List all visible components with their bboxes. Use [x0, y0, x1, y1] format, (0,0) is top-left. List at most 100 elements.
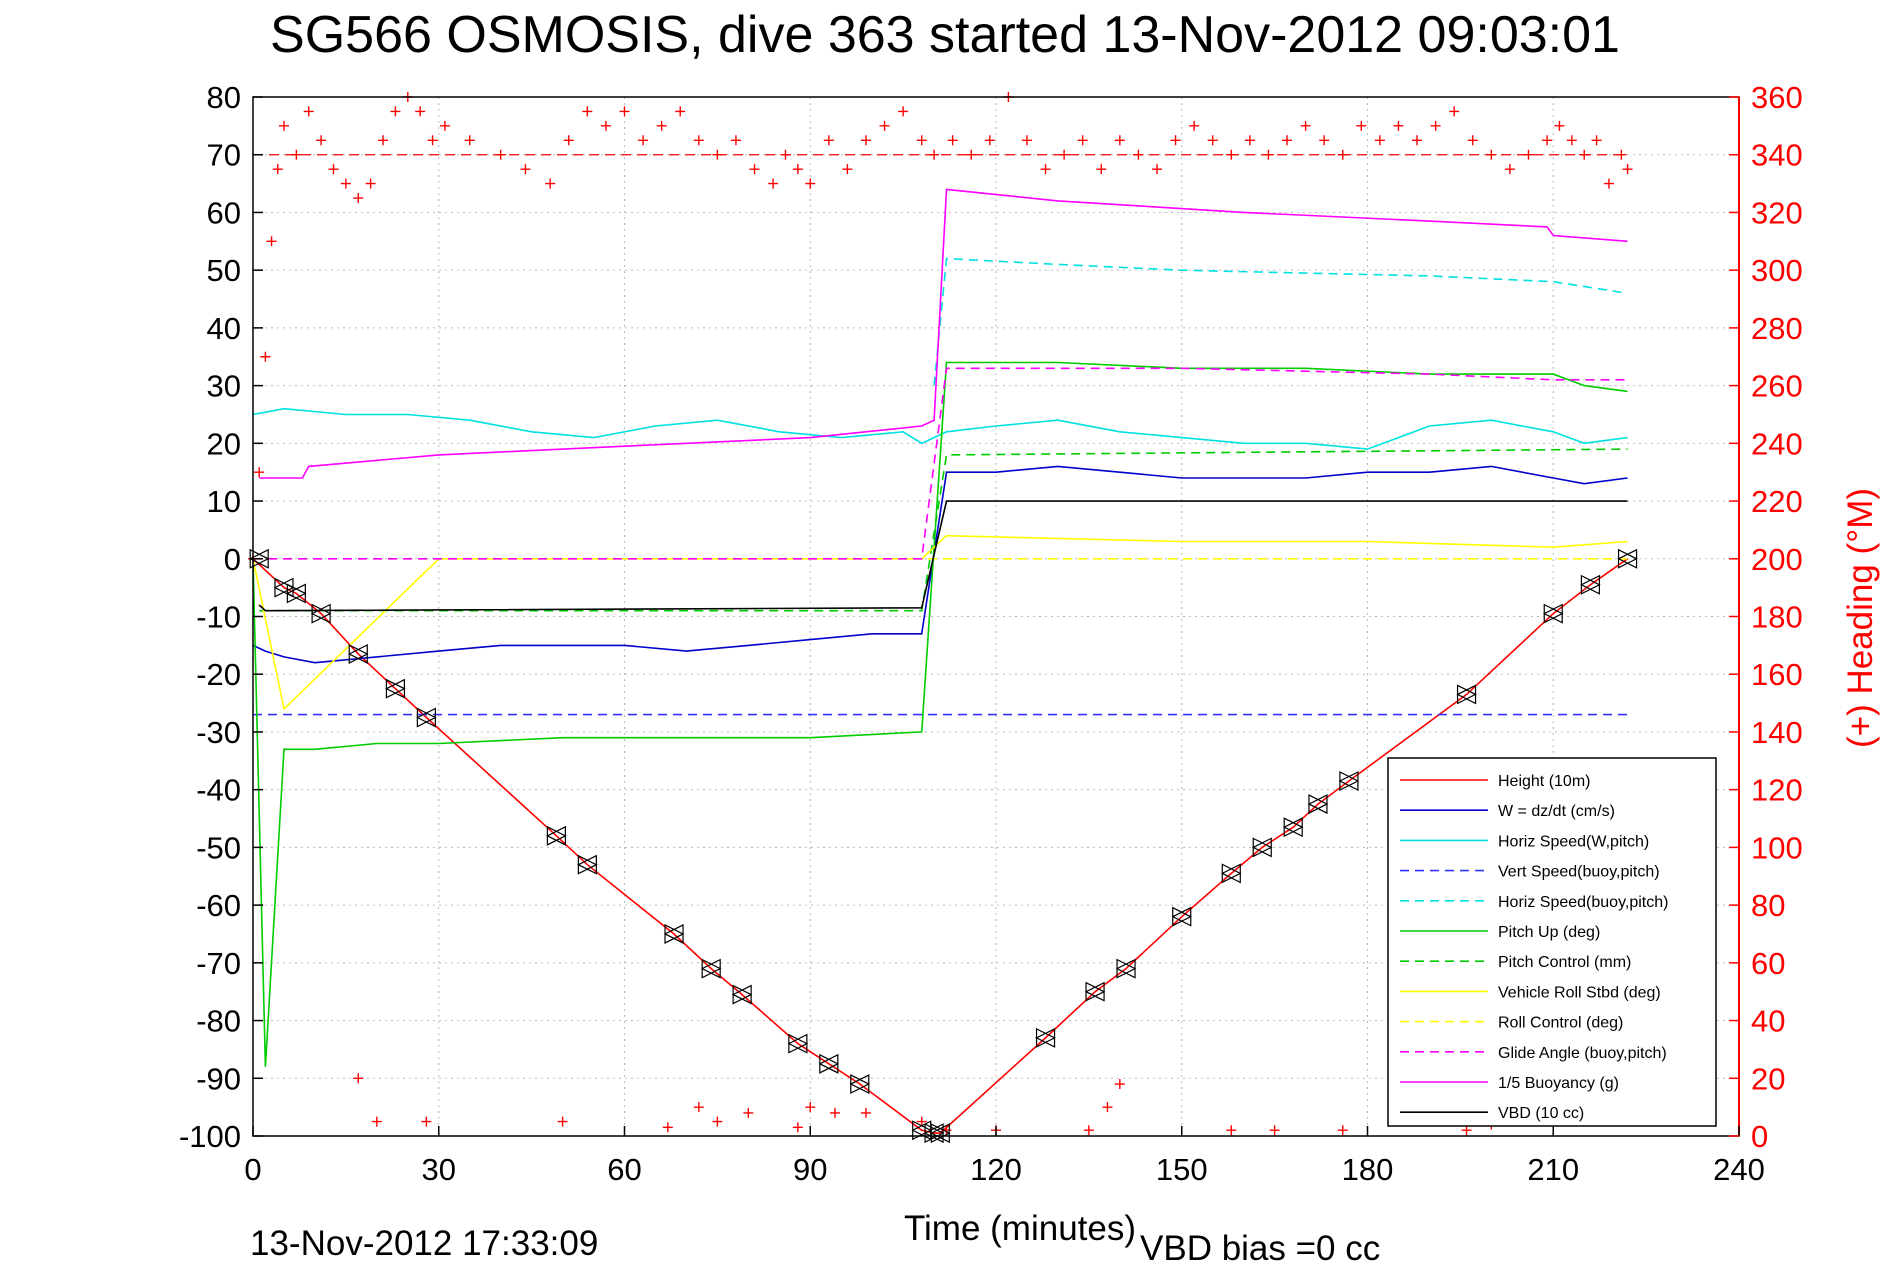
- y-right-tick-label: 260: [1751, 369, 1803, 404]
- heading-point: [898, 106, 909, 117]
- heading-point: [1449, 106, 1460, 117]
- y-tick-label: 30: [207, 369, 241, 404]
- y-right-tick-label: 0: [1751, 1119, 1768, 1154]
- heading-point: [415, 106, 426, 117]
- dive-marker: [700, 958, 722, 979]
- y-right-tick-label: 320: [1751, 195, 1803, 230]
- y-right-tick-label: 20: [1751, 1061, 1785, 1096]
- series-line: [253, 367, 1628, 560]
- heading-point: [768, 178, 779, 189]
- y-right-tick-label: 360: [1751, 80, 1803, 115]
- heading-point: [842, 164, 853, 175]
- heading-point: [805, 1102, 816, 1113]
- heading-point: [1114, 1079, 1125, 1090]
- y-tick-label: -70: [196, 946, 241, 981]
- legend-label: 1/5 Buoyancy (g): [1498, 1075, 1619, 1092]
- y-tick-label: 20: [207, 426, 241, 461]
- dive-marker: [546, 825, 567, 846]
- x-tick-label: 180: [1342, 1152, 1394, 1187]
- dive-marker: [1171, 906, 1193, 927]
- y-tick-label: 10: [207, 484, 241, 519]
- heading-point: [291, 149, 302, 160]
- heading-point: [545, 178, 556, 189]
- heading-point: [860, 1107, 871, 1118]
- heading-point: [1393, 120, 1404, 131]
- heading-point: [1244, 135, 1255, 146]
- dive-marker: [1617, 548, 1638, 569]
- heading-point: [929, 149, 940, 160]
- heading-point: [823, 135, 834, 146]
- series-line: [252, 407, 1628, 450]
- dive-marker: [347, 644, 369, 664]
- heading-point: [353, 193, 364, 204]
- heading-point: [1040, 164, 1051, 175]
- y-tick-label: 50: [207, 253, 241, 288]
- heading-point: [439, 120, 450, 131]
- dive-marker: [849, 1074, 871, 1095]
- heading-point: [1083, 1125, 1094, 1136]
- y-tick-label: 0: [224, 542, 241, 577]
- x-tick-label: 120: [970, 1152, 1022, 1187]
- footer-timestamp: 13-Nov-2012 17:33:09: [250, 1224, 598, 1262]
- heading-point: [879, 120, 890, 131]
- heading-point: [464, 135, 475, 146]
- heading-point: [303, 106, 314, 117]
- heading-point: [371, 1116, 382, 1127]
- dive-marker: [1580, 574, 1601, 595]
- heading-point: [353, 1073, 364, 1084]
- heading-point: [557, 1116, 568, 1127]
- y-tick-label: 70: [207, 138, 241, 173]
- heading-point: [1096, 164, 1107, 175]
- dive-marker: [1307, 794, 1329, 815]
- heading-point: [1566, 135, 1577, 146]
- dive-marker: [286, 583, 307, 604]
- series-layer: [252, 154, 1628, 1134]
- y-tick-label: -50: [196, 830, 241, 865]
- y-right-tick-label: 100: [1751, 830, 1803, 865]
- heading-point: [1486, 149, 1497, 160]
- heading-point: [1591, 135, 1602, 146]
- y-right-tick-label: 240: [1751, 426, 1803, 461]
- dive-marker: [385, 678, 406, 699]
- y-tick-label: -90: [196, 1061, 241, 1096]
- legend-label: W = dz/dt (cm/s): [1498, 803, 1615, 820]
- heading-point: [805, 178, 816, 189]
- heading-point: [860, 135, 871, 146]
- series-line: [933, 257, 1628, 386]
- dive-marker: [1084, 981, 1106, 1002]
- heading-point: [966, 149, 977, 160]
- heading-point: [495, 149, 506, 160]
- heading-point: [830, 1107, 841, 1118]
- heading-point: [1616, 149, 1627, 160]
- heading-point: [916, 135, 927, 146]
- dive-marker: [1338, 771, 1360, 791]
- heading-point: [1622, 164, 1633, 175]
- y-right-tick-label: 340: [1751, 138, 1803, 173]
- heading-point: [520, 164, 531, 175]
- heading-point: [390, 106, 401, 117]
- heading-point: [662, 1122, 673, 1133]
- heading-point: [1114, 135, 1125, 146]
- legend-label: Horiz Speed(W,pitch): [1498, 833, 1649, 850]
- y-right-tick-label: 60: [1751, 946, 1785, 981]
- axis-ticks: 0 30 60 90 120 150 180 210 24080706050403020100-…: [179, 80, 1803, 1187]
- heading-point: [1170, 135, 1181, 146]
- heading-point: [378, 135, 389, 146]
- heading-point: [1412, 135, 1423, 146]
- heading-point: [266, 236, 277, 247]
- heading-point: [1077, 135, 1088, 146]
- y-tick-label: -40: [196, 773, 241, 808]
- heading-point: [1269, 1125, 1280, 1136]
- y-right-tick-label: 140: [1751, 715, 1803, 750]
- heading-point: [712, 1116, 723, 1127]
- y-right-tick-label: 180: [1751, 600, 1803, 635]
- chart-title: SG566 OSMOSIS, dive 363 started 13-Nov-2…: [270, 6, 1620, 64]
- heading-point: [340, 178, 351, 189]
- vbd-bias-label: VBD bias =0 cc: [1140, 1229, 1380, 1262]
- dive-marker: [1220, 863, 1242, 884]
- heading-point: [1504, 164, 1515, 175]
- heading-point: [1226, 1125, 1237, 1136]
- heading-point: [1337, 1125, 1348, 1136]
- heading-point: [1461, 1125, 1472, 1136]
